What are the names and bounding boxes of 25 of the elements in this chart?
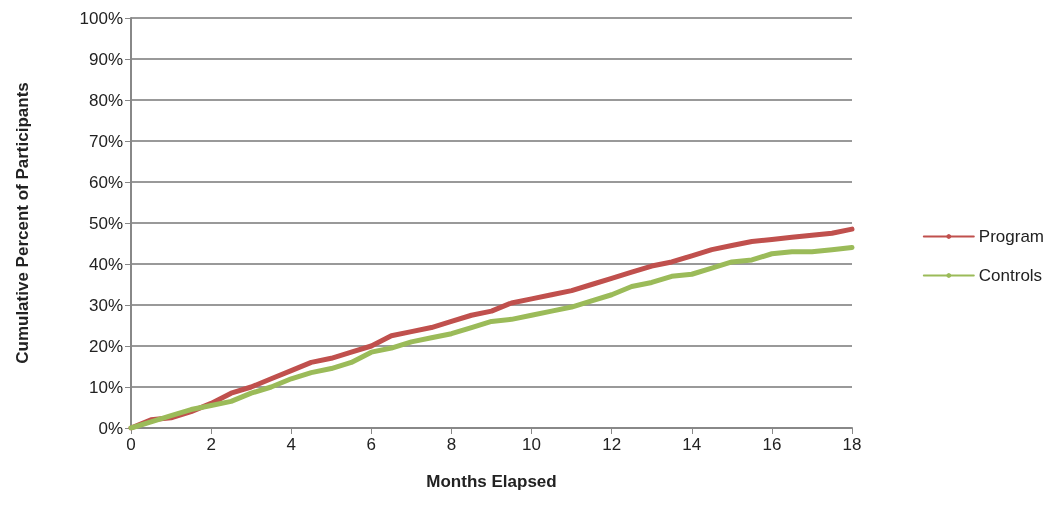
x-tick-label: 12 bbox=[602, 435, 622, 454]
y-tick-label: 100% bbox=[79, 8, 123, 28]
y-tick-label: 30% bbox=[88, 295, 123, 315]
x-tick-label: 2 bbox=[206, 435, 216, 454]
y-tick-label: 60% bbox=[88, 172, 123, 192]
y-tick-label: 0% bbox=[98, 418, 123, 438]
x-axis-title: Months Elapsed bbox=[426, 472, 557, 491]
y-tick-label: 70% bbox=[88, 131, 123, 151]
y-tick-label: 50% bbox=[88, 213, 123, 233]
x-tick-label: 18 bbox=[842, 435, 862, 454]
x-tick-label: 8 bbox=[446, 435, 457, 454]
x-tick-label: 14 bbox=[682, 435, 702, 454]
legend-label: Controls bbox=[978, 266, 1043, 285]
x-tick-label: 16 bbox=[762, 435, 782, 454]
y-tick-label: 80% bbox=[88, 90, 123, 110]
x-tick-label: 6 bbox=[366, 435, 377, 454]
y-tick-label: 40% bbox=[88, 254, 123, 274]
y-tick-label: 10% bbox=[88, 377, 123, 397]
legend-label: Program bbox=[978, 227, 1044, 246]
x-tick-label: 4 bbox=[286, 435, 296, 454]
x-tick-label: 0 bbox=[126, 435, 136, 454]
x-tick-label: 10 bbox=[522, 435, 542, 454]
y-axis-title: Cumulative Percent of Participants bbox=[13, 82, 32, 364]
y-tick-label: 90% bbox=[88, 49, 123, 69]
y-tick-label: 20% bbox=[88, 336, 123, 356]
